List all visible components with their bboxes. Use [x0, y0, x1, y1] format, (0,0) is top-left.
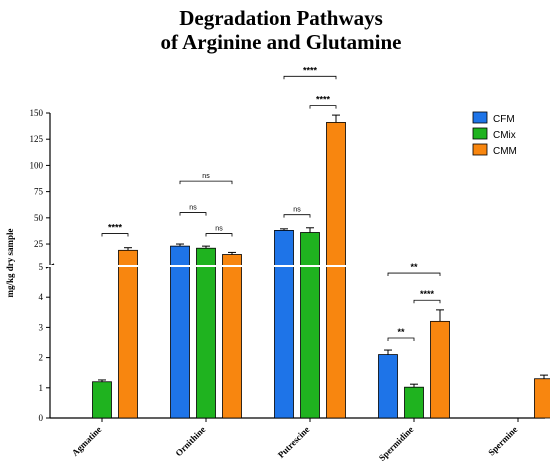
legend-swatch — [472, 111, 488, 124]
bars — [44, 114, 550, 419]
bar — [92, 381, 112, 419]
bar — [196, 247, 216, 419]
chart-title-line-1: Degradation Pathways — [179, 6, 383, 30]
significance-label: **** — [316, 95, 331, 105]
significance-bracket — [387, 272, 441, 277]
significance-label: ns — [202, 173, 210, 180]
significance-bracket — [309, 105, 337, 109]
y-tick-label: 1 — [39, 383, 44, 393]
significance-label: ns — [293, 207, 301, 214]
bar — [274, 230, 294, 419]
y-tick-label: 2 — [39, 353, 44, 363]
y-tick-label: 5 — [39, 262, 44, 272]
y-axis-label: mg/kg dry sample — [5, 228, 15, 297]
y-tick-label: 3 — [39, 322, 44, 332]
bar — [404, 386, 424, 419]
bar — [430, 320, 450, 419]
y-tick-label: 50 — [34, 213, 44, 223]
y-tick-label: 0 — [39, 413, 44, 423]
x-category-label: Ornithine — [173, 424, 207, 458]
significance-label: **** — [303, 65, 318, 75]
significance-label: ** — [410, 262, 418, 272]
y-tick-label: 125 — [30, 134, 44, 144]
significance-bracket — [413, 299, 441, 304]
significance-bracket — [205, 233, 233, 237]
legend-swatch — [472, 127, 488, 140]
y-tick-label: 4 — [39, 292, 44, 302]
bar — [534, 378, 550, 419]
legend-label: CMM — [493, 146, 517, 157]
y-tick-label: 150 — [30, 108, 44, 118]
significance-bracket — [101, 233, 129, 237]
x-category-label: Spermidine — [377, 424, 416, 463]
significance-label: ** — [397, 327, 405, 337]
bar — [326, 122, 346, 419]
y-tick-label: 100 — [30, 160, 44, 170]
significance-bracket — [179, 180, 233, 185]
x-category-label: Putrescine — [276, 424, 312, 460]
bar — [378, 354, 398, 419]
bar — [118, 249, 138, 419]
legend: CFM CMix CMM — [472, 111, 517, 157]
significance-label: **** — [108, 223, 123, 233]
bar — [170, 245, 190, 419]
significance-bracket — [283, 214, 311, 218]
significance-bracket — [387, 337, 415, 341]
bar — [222, 254, 242, 419]
significance-label: **** — [420, 289, 435, 299]
significance-label: ns — [215, 226, 223, 233]
x-category-label: Agmatine — [70, 424, 104, 458]
legend-label: CFM — [493, 114, 515, 125]
legend-label: CMix — [493, 130, 516, 141]
chart-title-line-2: of Arginine and Glutamine — [161, 30, 402, 54]
significance-bracket — [179, 212, 207, 216]
x-category-label: Spermine — [486, 424, 519, 457]
axis-break-gap — [44, 265, 544, 267]
significance-label: ns — [189, 205, 197, 212]
significance-bracket — [283, 75, 337, 80]
bar — [300, 232, 320, 419]
y-tick-label: 75 — [34, 187, 44, 197]
y-tick-label: 25 — [34, 239, 44, 249]
legend-swatch — [472, 143, 488, 156]
